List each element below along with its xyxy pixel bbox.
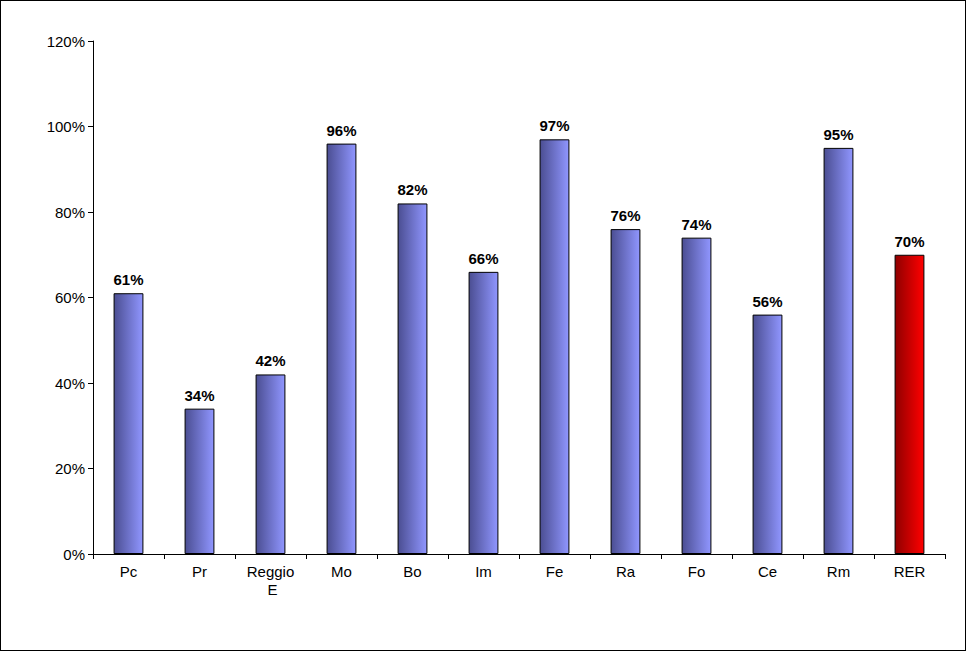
svg-text:40%: 40% bbox=[55, 375, 85, 392]
svg-text:96%: 96% bbox=[326, 122, 356, 139]
svg-text:Im: Im bbox=[475, 563, 492, 580]
svg-text:60%: 60% bbox=[55, 289, 85, 306]
svg-text:42%: 42% bbox=[255, 352, 285, 369]
svg-text:70%: 70% bbox=[894, 233, 924, 250]
svg-text:74%: 74% bbox=[681, 216, 711, 233]
svg-text:Fo: Fo bbox=[688, 563, 706, 580]
svg-text:E: E bbox=[263, 581, 277, 598]
svg-text:95%: 95% bbox=[823, 126, 853, 143]
svg-text:34%: 34% bbox=[184, 387, 214, 404]
svg-text:80%: 80% bbox=[55, 204, 85, 221]
svg-text:Pr: Pr bbox=[192, 563, 207, 580]
svg-text:82%: 82% bbox=[397, 181, 427, 198]
svg-text:20%: 20% bbox=[55, 460, 85, 477]
svg-text:Pc: Pc bbox=[120, 563, 138, 580]
svg-text:Ra: Ra bbox=[616, 563, 636, 580]
svg-text:0%: 0% bbox=[63, 546, 85, 563]
svg-text:97%: 97% bbox=[539, 117, 569, 134]
svg-text:Ce: Ce bbox=[758, 563, 777, 580]
svg-text:Fe: Fe bbox=[546, 563, 564, 580]
svg-text:61%: 61% bbox=[113, 271, 143, 288]
svg-text:RER: RER bbox=[894, 563, 926, 580]
svg-text:76%: 76% bbox=[610, 207, 640, 224]
svg-text:Rm: Rm bbox=[827, 563, 850, 580]
svg-text:66%: 66% bbox=[468, 250, 498, 267]
svg-text:Mo: Mo bbox=[331, 563, 352, 580]
svg-text:Bo: Bo bbox=[403, 563, 421, 580]
svg-text:100%: 100% bbox=[47, 118, 85, 135]
svg-text:56%: 56% bbox=[752, 293, 782, 310]
svg-text:Reggio: Reggio bbox=[247, 563, 295, 580]
svg-text:120%: 120% bbox=[47, 33, 85, 50]
